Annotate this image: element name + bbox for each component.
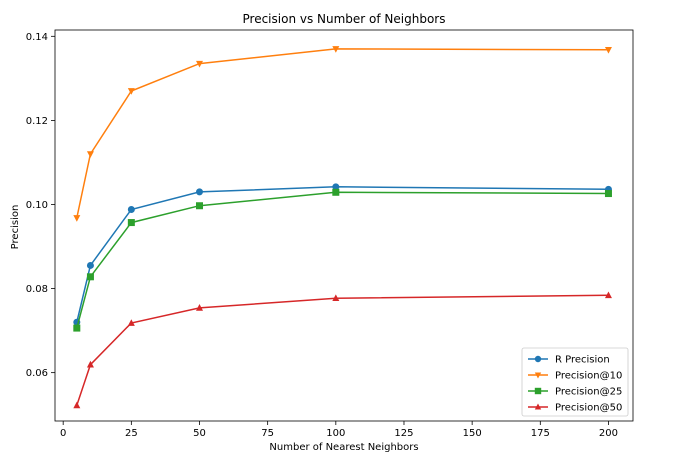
legend-item: R Precision (528, 355, 610, 366)
legend-item: Precision@25 (528, 387, 622, 398)
series-2 (73, 188, 612, 332)
data-point (86, 151, 94, 158)
legend-label: Precision@50 (555, 403, 622, 414)
y-tick-label: 0.12 (26, 116, 48, 127)
data-point (73, 215, 81, 222)
data-point (127, 319, 135, 326)
data-point (73, 324, 81, 332)
legend-label: Precision@25 (555, 387, 622, 398)
series-line (76, 186, 609, 323)
y-axis-label: Precision (10, 205, 21, 250)
y-tick-label: 0.14 (26, 32, 48, 43)
legend-item: Precision@10 (528, 371, 622, 382)
data-point (196, 60, 203, 68)
x-axis-label: Number of Nearest Neighbors (269, 442, 418, 453)
data-point (604, 190, 612, 198)
x-tick-label: 100 (326, 428, 345, 439)
data-point (86, 360, 94, 368)
data-point (73, 401, 81, 409)
data-point (332, 294, 340, 302)
data-point (196, 202, 203, 210)
legend-box (521, 347, 629, 417)
series-0 (73, 183, 612, 326)
data-point (604, 291, 612, 299)
legend-label: R Precision (555, 355, 610, 366)
chart-title: Precision vs Number of Neighbors (243, 12, 446, 26)
x-tick-label: 150 (463, 428, 482, 439)
y-tick-label: 0.06 (26, 368, 48, 379)
legend-marker (534, 403, 542, 410)
data-point (86, 273, 94, 281)
legend-item: Precision@50 (528, 403, 622, 414)
legend-marker (534, 387, 542, 395)
legend-marker (534, 355, 542, 363)
axis-ticks: 0 25 50 75 100 125 150 175 200 0.06 0.08 0.10 0.12 0.… (26, 32, 618, 439)
data-point (604, 46, 612, 54)
x-tick-label: 125 (394, 428, 413, 439)
chart-marks (73, 46, 612, 409)
y-tick-label: 0.08 (26, 284, 48, 295)
x-tick-label: 25 (125, 428, 138, 439)
series-1 (73, 46, 612, 222)
data-point (196, 188, 203, 196)
y-tick-label: 0.10 (26, 200, 48, 211)
chart-legend: R Precision Precision@10 Precision@25 Preci… (521, 347, 629, 417)
data-point (332, 46, 340, 53)
data-point (127, 219, 135, 227)
series-line (76, 294, 609, 406)
series-3 (73, 291, 612, 409)
data-point (127, 206, 135, 214)
plot-area-frame (54, 29, 634, 422)
x-tick-label: 0 (60, 428, 66, 439)
legend-label: Precision@10 (555, 371, 622, 382)
data-point (332, 183, 340, 191)
legend-marker (534, 372, 542, 379)
x-tick-label: 75 (261, 428, 274, 439)
x-tick-label: 175 (531, 428, 550, 439)
data-point (127, 88, 135, 95)
data-point (332, 188, 340, 196)
series-line (76, 191, 609, 329)
data-point (86, 261, 94, 269)
x-tick-label: 50 (193, 428, 206, 439)
series-line (76, 48, 609, 219)
data-point (196, 304, 203, 311)
x-tick-label: 200 (599, 428, 618, 439)
